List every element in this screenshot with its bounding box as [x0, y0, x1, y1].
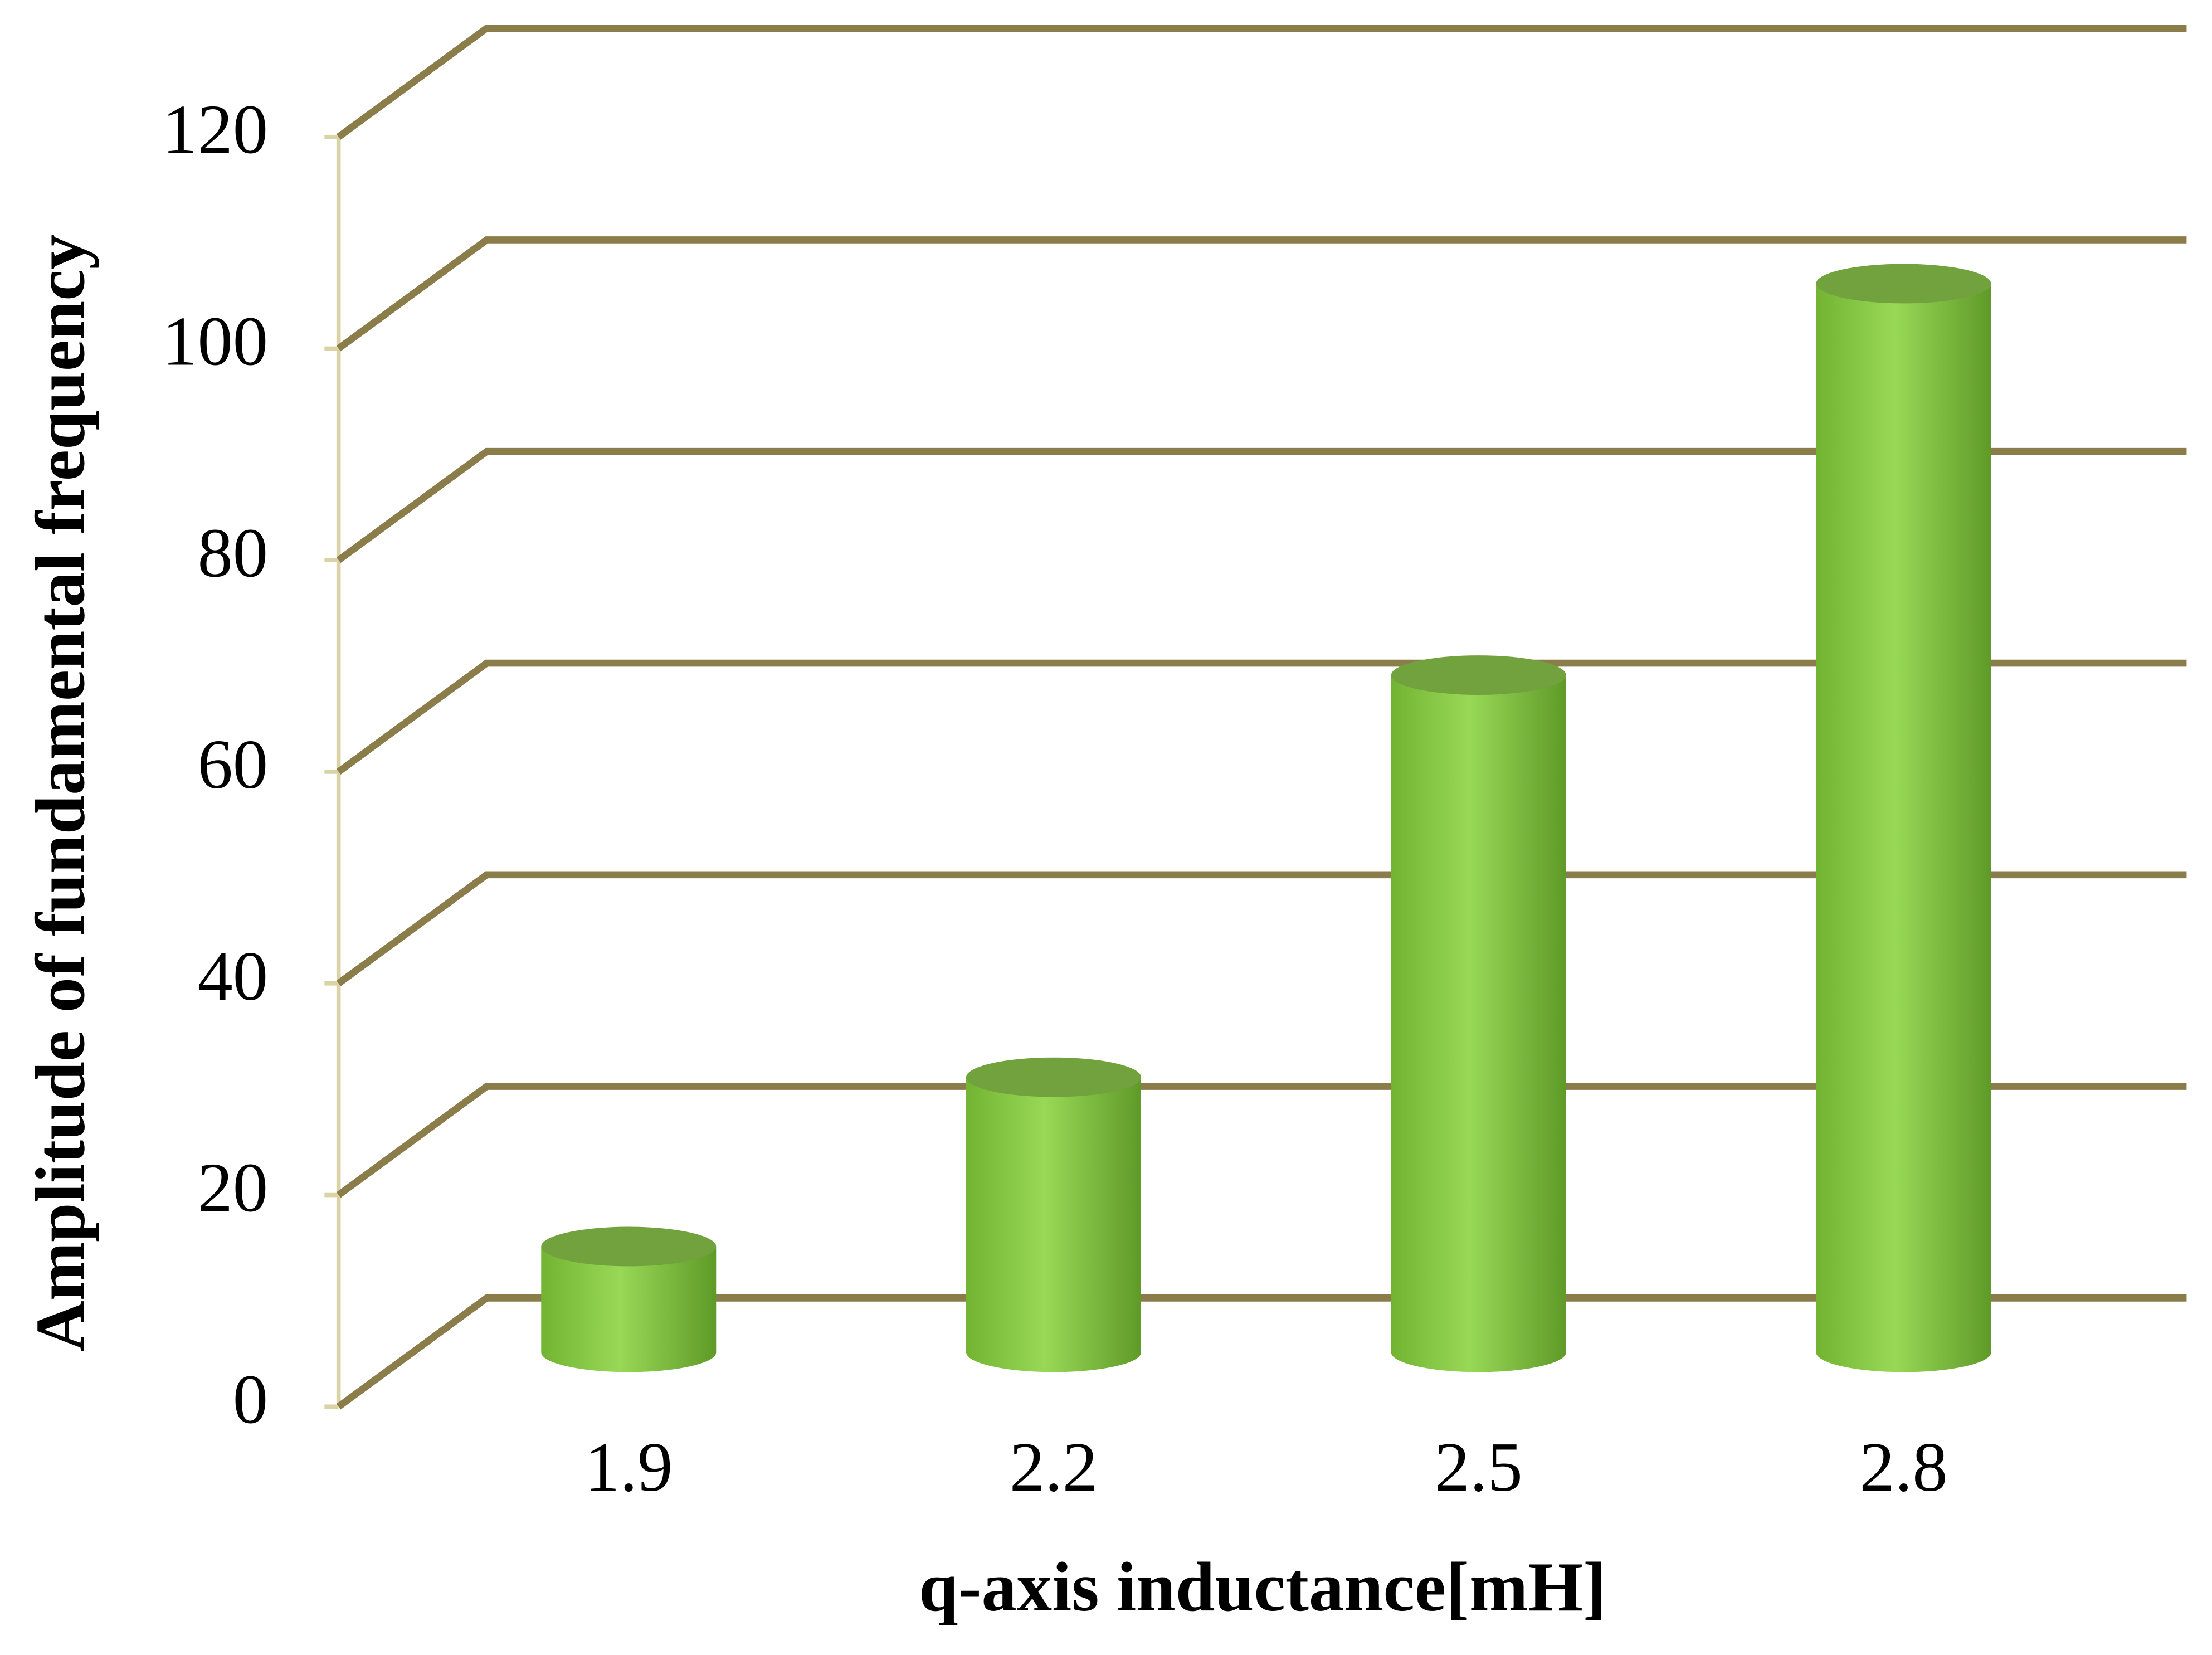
x-tick-label: 2.5 — [1435, 1428, 1523, 1506]
bar — [541, 1246, 717, 1372]
y-tick-label: 120 — [162, 91, 268, 169]
bar — [1816, 283, 1991, 1372]
y-tick-label: 60 — [197, 726, 268, 804]
grid-line — [336, 25, 2187, 140]
grid-line — [336, 236, 2187, 352]
y-tick-label: 0 — [233, 1360, 268, 1438]
grid-line — [336, 1294, 2187, 1410]
grid-line — [336, 659, 2187, 775]
x-tick-label: 2.2 — [1010, 1428, 1098, 1506]
grid-line — [336, 447, 2187, 563]
bar — [1391, 675, 1566, 1372]
y-tick-label: 80 — [197, 514, 268, 592]
x-tick-label: 2.8 — [1859, 1428, 1947, 1506]
y-axis-title: Amplitude of fundamental frequency — [22, 234, 100, 1351]
x-axis-title: q-axis inductance[mH] — [919, 1548, 1606, 1626]
grid-line — [336, 1083, 2187, 1198]
y-tick-label: 20 — [197, 1149, 268, 1227]
bar — [966, 1077, 1141, 1372]
bar-top — [1391, 655, 1566, 695]
bar-top — [541, 1226, 717, 1267]
y-tick-label: 40 — [197, 937, 268, 1015]
x-tick-label: 1.9 — [584, 1428, 673, 1506]
bar-top — [966, 1057, 1141, 1097]
y-tick-label: 100 — [162, 302, 268, 380]
bar-top — [1816, 264, 1991, 304]
grid-line — [336, 871, 2187, 986]
